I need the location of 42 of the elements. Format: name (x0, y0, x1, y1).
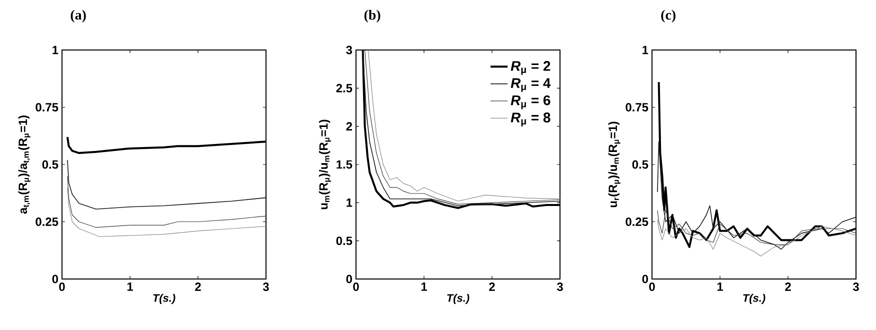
x-axis-title: T(s.) (743, 294, 766, 304)
x-tick-label: 0 (649, 282, 655, 291)
legend-label: R$_{μ}$ = 4 (510, 78, 551, 92)
y-tick-label: 3 (346, 46, 352, 54)
legend-label: R$_{μ}$ = 6 (510, 95, 550, 110)
chart-title: (c) (661, 10, 676, 22)
text: u$_{r}$(R$_{μ}$)/u$_{m}$(R$_{μ}$=1) (608, 122, 620, 208)
text: u$_{m}$(R$_{μ}$)/u$_{m}$(R$_{μ}$=1) (318, 120, 332, 210)
y-tick-label: 0 (52, 274, 58, 284)
x-tick-label: 1 (717, 282, 723, 291)
y-tick-label: 0.5 (336, 236, 352, 246)
y-tick-label: 0.5 (42, 160, 58, 169)
x-axis-title: T(s.) (153, 294, 176, 304)
x-tick-label: 2 (489, 282, 495, 291)
x-tick-label: 2 (785, 282, 791, 291)
x-tick-label: 3 (556, 282, 563, 292)
y-tick-label: 0.25 (36, 218, 58, 226)
y-tick-label: 1 (346, 198, 352, 207)
x-tick-label: 3 (262, 282, 269, 292)
chart-title: (a) (70, 10, 86, 22)
legend-label: R$_{μ}$ = 8 (510, 112, 550, 126)
y-tick-label: 0 (346, 274, 352, 284)
x-tick-label: 3 (852, 282, 859, 292)
y-tick-label: 0.5 (632, 160, 648, 169)
y-tick-label: 0.75 (36, 103, 58, 112)
x-axis-title: T(s.) (447, 294, 470, 304)
x-tick-label: 0 (353, 282, 359, 291)
y-tick-label: 2 (346, 122, 352, 131)
x-tick-label: 2 (195, 282, 201, 291)
chart-title: (b) (364, 10, 380, 22)
x-tick-label: 1 (127, 282, 133, 291)
y-tick-label: 1.5 (336, 160, 352, 169)
y-tick-label: 2.5 (336, 84, 352, 92)
x-tick-label: 0 (59, 282, 65, 291)
legend-label: R$_{μ}$ = 2 (510, 61, 550, 75)
y-tick-label: 0 (642, 274, 648, 284)
y-tick-label: 0.75 (626, 103, 648, 112)
y-tick-label: 0.25 (626, 218, 648, 226)
text: a$_{t,m}$(R$_{μ}$)/a$_{t,m}$(R$_{μ}$=1) (18, 116, 30, 214)
x-tick-label: 1 (421, 282, 427, 291)
y-tick-label: 1 (642, 46, 648, 54)
y-tick-label: 1 (52, 46, 58, 54)
